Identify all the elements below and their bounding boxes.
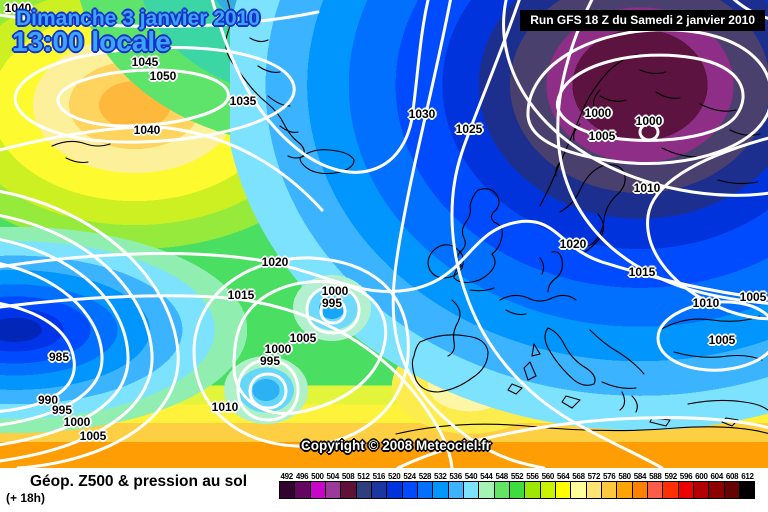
scale-tick-label: 600 — [695, 472, 708, 481]
scale-color-cell — [677, 481, 694, 499]
scale-color-cell — [570, 481, 587, 499]
scale-tick-label: 608 — [725, 472, 739, 481]
scale-tick-label: 568 — [572, 472, 585, 481]
legend-title: Géop. Z500 & pression au sol — [30, 473, 248, 490]
scale-color-cell — [662, 481, 679, 499]
scale-color-cell — [708, 481, 725, 499]
scale-tick-label: 508 — [341, 472, 355, 481]
model-run-label: Run GFS 18 Z du Samedi 2 janvier 2010 — [520, 10, 765, 31]
scale-tick-label: 564 — [556, 472, 570, 481]
scale-color-cell — [585, 481, 602, 499]
legend-bar: Géop. Z500 & pression au sol (+ 18h) 492… — [0, 468, 768, 512]
scale-color-cell — [524, 481, 541, 499]
scale-color-cell — [616, 481, 633, 499]
scale-color-cell — [401, 481, 418, 499]
scale-color-cell — [508, 481, 526, 499]
scale-color-cell — [723, 481, 740, 499]
scale-color-cell — [478, 481, 495, 499]
forecast-hour-label: (+ 18h) — [6, 491, 46, 505]
scale-tick-label: 588 — [649, 472, 662, 481]
coastlines — [51, 0, 768, 435]
scale-color-cell — [462, 481, 480, 499]
scale-numbers: 492 496 500 504 508 512 516 520 524 528 532 536 540 5… — [279, 472, 755, 481]
scale-tick-label: 528 — [418, 472, 432, 481]
scale-cells — [279, 481, 756, 499]
scale-tick-label: 524 — [403, 472, 416, 481]
scale-color-cell — [631, 481, 648, 499]
scale-tick-label: 576 — [603, 472, 616, 481]
scale-tick-label: 544 — [480, 472, 493, 481]
scale-color-cell — [416, 481, 434, 499]
scale-tick-label: 540 — [464, 472, 478, 481]
scale-tick-label: 552 — [510, 472, 524, 481]
scale-tick-label: 536 — [449, 472, 462, 481]
scale-color-cell — [432, 481, 449, 499]
scale-tick-label: 596 — [679, 472, 693, 481]
scale-tick-label: 504 — [326, 472, 340, 481]
scale-color-cell — [738, 481, 756, 499]
geopotential-color-field — [0, 0, 768, 468]
weather-map-canvas — [0, 0, 768, 468]
scale-tick-label: 560 — [541, 472, 555, 481]
scale-color-cell — [355, 481, 372, 499]
isobar-contours — [0, 0, 768, 468]
scale-tick-label: 612 — [741, 472, 754, 481]
scale-color-cell — [294, 481, 311, 499]
scale-tick-label: 556 — [526, 472, 539, 481]
scale-tick-label: 516 — [372, 472, 386, 481]
scale-tick-label: 520 — [387, 472, 401, 481]
scale-tick-label: 580 — [618, 472, 631, 481]
scale-tick-label: 584 — [633, 472, 647, 481]
scale-color-cell — [600, 481, 618, 499]
copyright-label: Copyright © 2008 Meteociel.fr — [301, 438, 491, 453]
scale-tick-label: 496 — [295, 472, 309, 481]
valid-date-label: Dimanche 3 janvier 2010 — [16, 7, 260, 30]
scale-tick-label: 572 — [587, 472, 601, 481]
scale-color-cell — [370, 481, 388, 499]
scale-color-cell — [279, 481, 296, 499]
scale-tick-label: 532 — [434, 472, 447, 481]
map-area: 1040 1045 1050 1035 1040 1030 1025 1000 1005 1000… — [0, 0, 768, 468]
scale-color-cell — [554, 481, 572, 499]
scale-color-cell — [539, 481, 556, 499]
scale-color-cell — [646, 481, 664, 499]
scale-color-cell — [386, 481, 403, 499]
scale-tick-label: 512 — [357, 472, 370, 481]
scale-color-cell — [447, 481, 464, 499]
scale-color-cell — [324, 481, 342, 499]
scale-color-cell — [493, 481, 510, 499]
valid-time-label: 13:00 locale — [12, 26, 171, 57]
scale-tick-label: 500 — [311, 472, 324, 481]
scale-tick-label: 592 — [664, 472, 677, 481]
scale-tick-label: 604 — [710, 472, 724, 481]
scale-color-cell — [692, 481, 710, 499]
scale-tick-label: 492 — [280, 472, 293, 481]
scale-color-cell — [340, 481, 357, 499]
scale-color-cell — [309, 481, 326, 499]
scale-tick-label: 548 — [495, 472, 508, 481]
